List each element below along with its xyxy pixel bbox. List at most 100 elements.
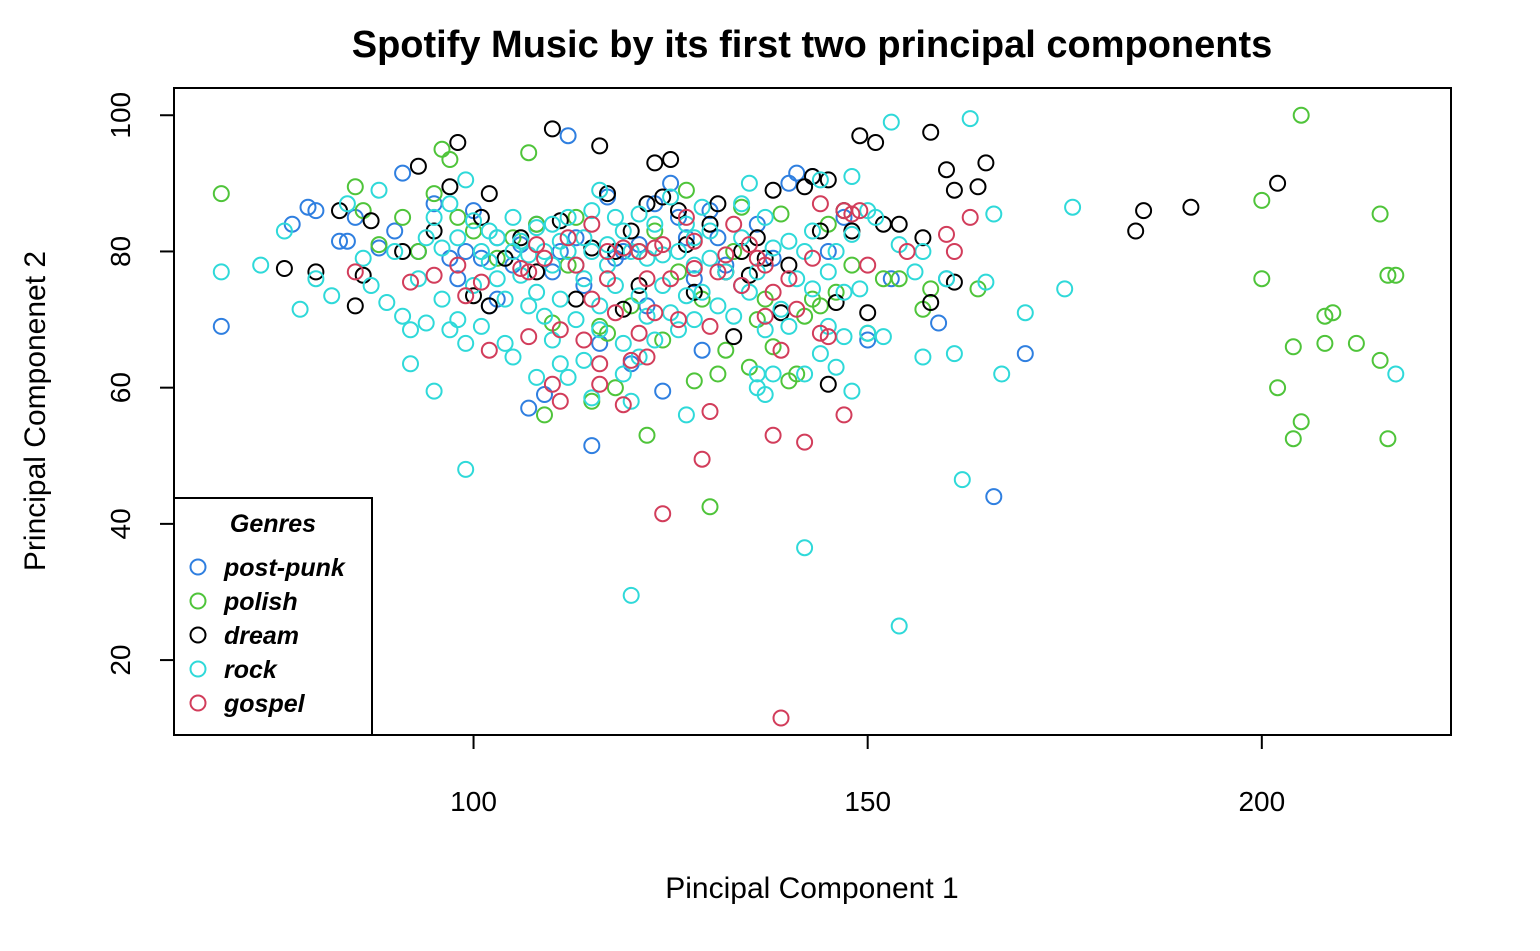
legend-entry-gospel: gospel	[189, 690, 306, 718]
y-tick-label: 60	[105, 372, 136, 403]
data-point	[591, 181, 609, 199]
data-point	[346, 178, 364, 196]
legend-marker	[189, 558, 207, 576]
data-point	[788, 164, 806, 182]
data-point	[536, 406, 553, 424]
data-point	[819, 375, 837, 393]
legend-label: rock	[224, 656, 278, 684]
data-point	[1269, 379, 1287, 397]
data-point	[275, 260, 293, 277]
data-point	[677, 181, 695, 199]
data-point	[701, 498, 719, 516]
data-point	[307, 263, 325, 281]
data-point	[654, 236, 672, 254]
data-point	[1269, 174, 1287, 192]
data-point	[425, 208, 443, 226]
data-point	[835, 283, 853, 301]
data-point	[212, 185, 230, 203]
data-point	[488, 249, 506, 267]
data-point	[811, 222, 829, 240]
data-point	[796, 365, 814, 383]
data-point	[599, 256, 616, 274]
data-point	[685, 283, 703, 301]
data-point	[567, 290, 585, 308]
data-point	[480, 253, 498, 271]
data-point	[772, 341, 790, 359]
data-point	[693, 450, 711, 468]
data-point	[575, 331, 593, 349]
legend-entry-polish: polish	[189, 588, 298, 616]
data-point	[859, 324, 877, 342]
data-point	[685, 260, 703, 277]
data-point	[677, 406, 695, 424]
data-point	[583, 202, 601, 220]
data-point	[709, 263, 727, 281]
data-point	[654, 188, 672, 206]
data-point	[867, 134, 885, 151]
data-point	[520, 246, 538, 264]
data-point	[599, 185, 616, 203]
data-point	[843, 225, 861, 243]
data-point	[709, 297, 727, 315]
data-point	[433, 290, 451, 308]
data-point	[275, 222, 293, 240]
data-point	[835, 208, 853, 226]
data-point	[472, 273, 490, 291]
data-point	[780, 270, 798, 288]
data-point	[307, 202, 325, 220]
data-point	[622, 351, 640, 369]
data-point	[677, 208, 695, 226]
data-point	[1347, 334, 1365, 352]
data-point	[583, 239, 601, 257]
data-point	[906, 263, 924, 281]
data-point	[725, 328, 743, 346]
data-point	[622, 222, 640, 240]
data-point	[701, 249, 719, 267]
data-point	[646, 215, 664, 233]
data-point	[756, 321, 774, 339]
data-point	[654, 505, 672, 523]
data-point	[567, 229, 585, 247]
data-point	[788, 270, 806, 288]
data-point	[827, 358, 845, 376]
data-point	[433, 239, 451, 257]
data-point	[465, 287, 482, 305]
legend-entry-post-punk: post-punk	[189, 554, 346, 582]
legend-label: polish	[223, 588, 298, 616]
data-point	[394, 307, 412, 325]
data-point	[449, 208, 467, 226]
data-point	[1253, 270, 1271, 288]
data-point	[323, 287, 341, 305]
data-point	[1371, 351, 1389, 369]
legend-label: dream	[224, 622, 299, 650]
data-point	[993, 365, 1011, 383]
data-point	[583, 437, 601, 455]
data-point	[938, 225, 955, 243]
data-point	[520, 297, 538, 315]
data-point	[725, 307, 743, 325]
data-point	[441, 151, 459, 168]
y-tick-label: 20	[105, 645, 136, 676]
data-point	[977, 154, 995, 172]
data-point	[551, 212, 569, 230]
data-point	[630, 205, 648, 223]
data-point	[740, 174, 758, 192]
data-point	[591, 321, 609, 339]
data-point	[417, 229, 435, 247]
data-point	[599, 270, 616, 288]
legend-marker	[189, 694, 207, 712]
data-point	[472, 208, 490, 226]
data-point	[409, 157, 427, 175]
data-point	[622, 243, 640, 260]
data-point	[1316, 334, 1334, 352]
data-point	[425, 185, 443, 203]
data-point	[725, 215, 743, 233]
data-point	[1064, 198, 1082, 216]
data-point	[859, 331, 877, 349]
data-point	[804, 249, 821, 267]
data-point	[843, 382, 861, 400]
y-axis: 20 40 60 80 100	[105, 92, 175, 676]
data-point	[922, 280, 940, 298]
data-point	[449, 270, 467, 288]
data-point	[646, 331, 664, 349]
